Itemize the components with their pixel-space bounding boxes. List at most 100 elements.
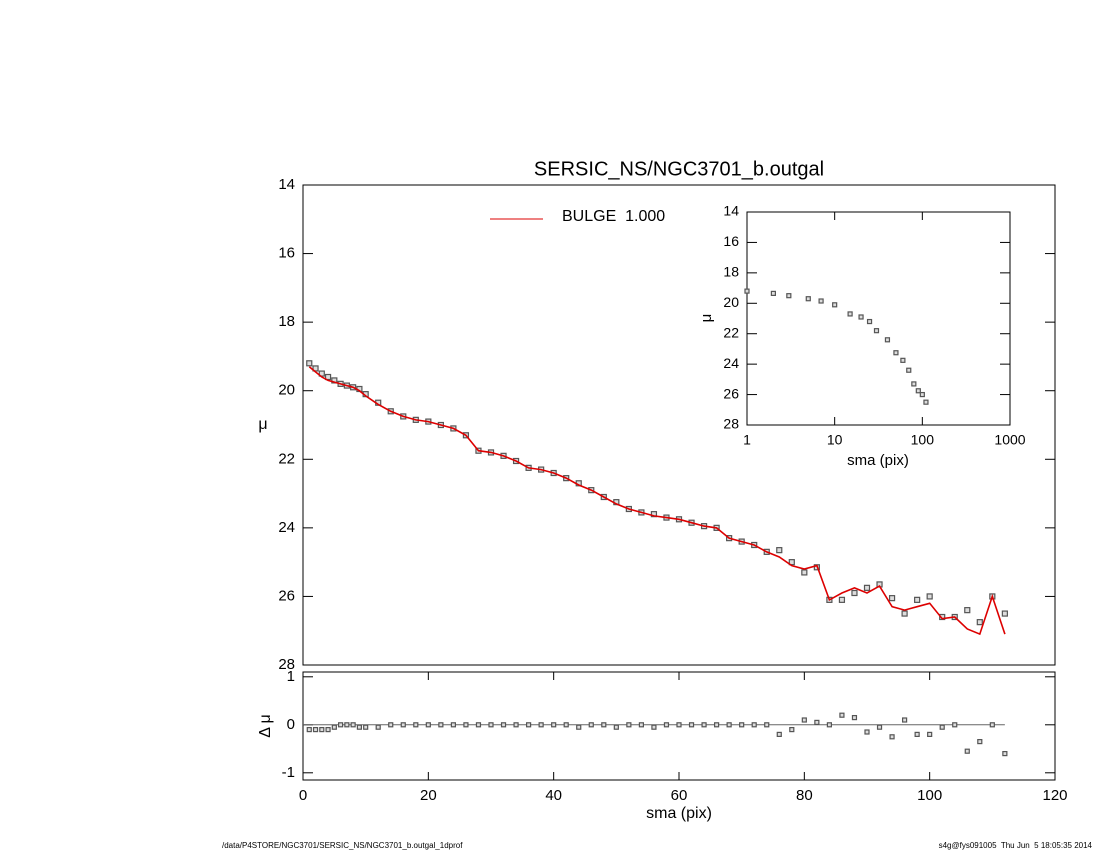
data-point bbox=[1002, 750, 1008, 757]
data-point bbox=[500, 722, 507, 728]
data-point bbox=[463, 722, 469, 728]
data-point bbox=[900, 357, 906, 363]
data-point bbox=[911, 381, 917, 387]
residual-y-axis-label: Δ μ bbox=[257, 714, 274, 737]
data-point bbox=[826, 722, 833, 728]
data-point bbox=[1001, 610, 1008, 617]
data-point bbox=[989, 722, 995, 728]
data-point bbox=[764, 722, 770, 728]
data-point bbox=[312, 726, 319, 733]
data-point bbox=[375, 724, 381, 730]
data-point bbox=[701, 722, 707, 728]
data-point bbox=[613, 724, 619, 730]
data-point bbox=[776, 547, 783, 554]
data-point bbox=[923, 399, 929, 405]
y-tick-label: 26 bbox=[723, 385, 739, 401]
y-tick-label: 28 bbox=[278, 656, 295, 673]
inset-x-axis-label: sma (pix) bbox=[847, 452, 909, 469]
x-tick-label: 120 bbox=[1042, 787, 1067, 804]
x-tick-label: 60 bbox=[671, 787, 688, 804]
data-point bbox=[851, 589, 858, 597]
data-point bbox=[977, 738, 983, 745]
y-tick-label: 14 bbox=[723, 203, 739, 219]
data-point bbox=[939, 724, 945, 730]
data-point bbox=[739, 722, 745, 728]
data-point bbox=[588, 722, 594, 728]
x-tick-label: 0 bbox=[299, 787, 307, 804]
data-point bbox=[425, 722, 431, 728]
y-tick-label: 24 bbox=[278, 519, 295, 536]
data-point bbox=[513, 722, 519, 728]
data-point bbox=[525, 722, 532, 728]
data-point bbox=[851, 714, 858, 721]
data-point bbox=[551, 722, 557, 728]
y-tick-label: 14 bbox=[278, 176, 295, 193]
data-point bbox=[888, 595, 896, 602]
y-tick-label: 0 bbox=[287, 716, 295, 733]
y-tick-label: 22 bbox=[278, 450, 295, 467]
x-tick-label: 20 bbox=[420, 787, 437, 804]
data-point bbox=[450, 722, 456, 728]
data-point bbox=[713, 722, 720, 728]
x-tick-label: 80 bbox=[796, 787, 813, 804]
data-point bbox=[344, 722, 350, 728]
data-point bbox=[926, 593, 933, 600]
data-point bbox=[801, 569, 808, 576]
data-point bbox=[814, 719, 820, 726]
data-point bbox=[331, 724, 337, 730]
data-point bbox=[306, 360, 313, 367]
y-tick-label: 24 bbox=[723, 355, 739, 371]
plot-frame bbox=[302, 184, 1056, 666]
data-point bbox=[576, 724, 582, 730]
data-point bbox=[832, 302, 838, 308]
data-point bbox=[864, 729, 870, 735]
data-point bbox=[915, 388, 921, 394]
data-point bbox=[638, 722, 645, 728]
x-tick-label: 40 bbox=[545, 787, 562, 804]
data-point bbox=[884, 337, 891, 343]
data-point bbox=[873, 328, 880, 334]
data-point bbox=[858, 314, 864, 320]
data-point bbox=[901, 717, 908, 723]
data-point bbox=[325, 726, 331, 733]
data-point bbox=[338, 722, 344, 728]
footer-path: /data/P4STORE/NGC3701/SERSIC_NS/NGC3701_… bbox=[222, 841, 463, 850]
inset-y-axis-label: μ bbox=[698, 314, 715, 323]
data-point bbox=[847, 311, 853, 317]
data-point bbox=[438, 722, 444, 728]
data-point bbox=[475, 722, 482, 728]
data-point bbox=[651, 724, 657, 730]
data-point bbox=[356, 724, 362, 730]
x-tick-label: 1 bbox=[743, 432, 751, 448]
data-point bbox=[388, 722, 394, 728]
data-point bbox=[350, 722, 356, 728]
data-point bbox=[952, 722, 958, 728]
data-point bbox=[901, 610, 908, 617]
data-point bbox=[663, 722, 670, 728]
y-tick-label: 22 bbox=[723, 324, 739, 340]
y-tick-label: 20 bbox=[278, 382, 295, 399]
data-point bbox=[751, 722, 757, 728]
data-point bbox=[866, 318, 873, 325]
plot-frame bbox=[746, 211, 1011, 426]
data-point bbox=[770, 290, 776, 296]
data-point bbox=[927, 731, 933, 738]
data-point bbox=[786, 293, 792, 299]
data-point bbox=[688, 722, 695, 728]
y-tick-label: 16 bbox=[723, 233, 739, 249]
data-point bbox=[726, 722, 732, 728]
data-point bbox=[914, 731, 920, 738]
y-tick-label: 16 bbox=[278, 245, 295, 262]
data-point bbox=[413, 722, 419, 728]
y-tick-label: 20 bbox=[723, 294, 739, 310]
data-point bbox=[964, 748, 970, 754]
chart-title: SERSIC_NS/NGC3701_b.outgal bbox=[534, 158, 824, 180]
data-point bbox=[626, 722, 632, 728]
footer-stamp: s4g@fys091005 Thu Jun 5 18:05:35 2014 bbox=[939, 841, 1093, 850]
y-tick-label: 28 bbox=[723, 416, 739, 432]
model-line bbox=[308, 366, 1006, 636]
data-point bbox=[906, 367, 912, 373]
data-point bbox=[976, 619, 983, 626]
data-point bbox=[306, 726, 312, 733]
